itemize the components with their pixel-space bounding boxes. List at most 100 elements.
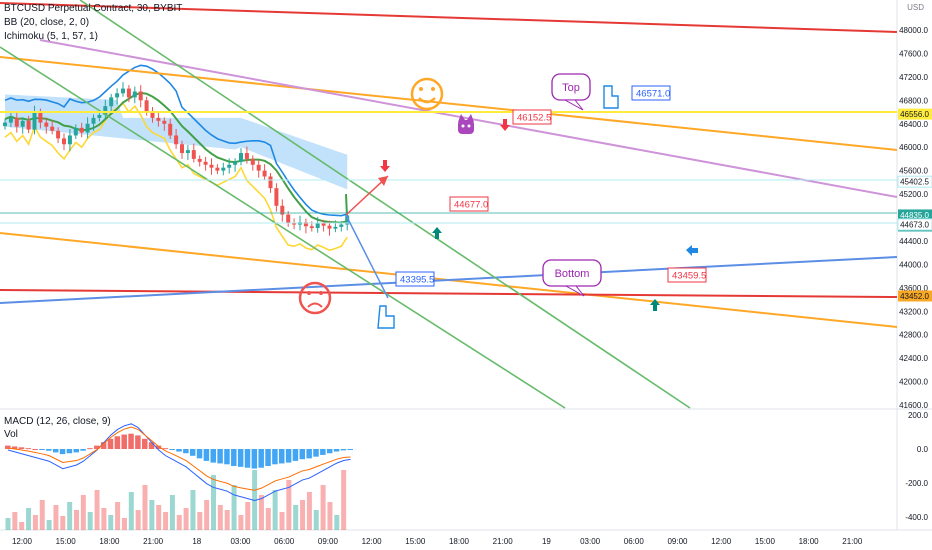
cat-icon	[458, 114, 474, 134]
trendlines-group	[0, 0, 898, 409]
macd-histogram-bar	[292, 449, 299, 461]
vol-legend[interactable]: Vol	[4, 429, 18, 440]
volume-bar	[169, 495, 175, 530]
macd-histogram-bar	[66, 449, 73, 454]
volume-bar	[128, 492, 134, 530]
candle-body	[109, 97, 114, 107]
bb-basis-line	[4, 91, 349, 224]
macd-histogram-bar	[340, 449, 347, 451]
candle-body	[203, 161, 208, 165]
price-label: 46571.0	[631, 85, 671, 101]
time-axis-tick: 18:00	[449, 537, 470, 546]
blue-rising-line	[0, 256, 898, 304]
green-channel-line-1	[79, 0, 691, 409]
price-axis-currency: USD	[907, 3, 924, 12]
macd-histogram-bar	[59, 449, 66, 455]
cat-ear	[458, 114, 465, 122]
projection-up-arrowhead	[378, 176, 388, 186]
volume-bar	[204, 500, 210, 530]
projection-up-line	[345, 175, 389, 216]
candle-body	[321, 223, 326, 226]
candle-body	[197, 158, 202, 162]
macd-histogram-bar	[196, 449, 203, 459]
price-axis-tick: 42000.0	[899, 378, 928, 387]
price-label-text: 46152.5	[517, 113, 551, 124]
price-axis-tick: 46000.0	[899, 143, 928, 152]
candle-body	[126, 88, 131, 98]
emoji-face	[298, 281, 332, 315]
candle-body	[339, 224, 344, 227]
candle-body	[121, 88, 125, 94]
price-axis-tick: 46400.0	[899, 120, 928, 129]
volume-bar	[334, 515, 340, 530]
volume-bar	[238, 515, 244, 530]
candle-body	[156, 117, 161, 121]
macd-histogram-bar	[183, 449, 189, 454]
cat-eye	[461, 124, 465, 128]
candle-body	[256, 164, 261, 171]
volume-bar	[80, 495, 86, 530]
price-axis-badge: 44673.0	[897, 218, 932, 231]
price-axis-tick: 46800.0	[899, 96, 928, 105]
macd-histogram-bar	[32, 449, 38, 450]
candle-body	[191, 150, 196, 159]
price-label: 43459.5	[667, 267, 707, 283]
macd-histogram-bar	[217, 449, 223, 464]
candle-body	[209, 164, 214, 168]
macd-histogram-bar	[299, 449, 306, 460]
symbol-legend[interactable]: BTCUSD Perpetual Contract, 30, BYBIT	[4, 3, 183, 14]
volume-bar	[176, 515, 182, 530]
macd-histogram-bar	[142, 438, 148, 449]
volume-bar	[60, 516, 66, 530]
volume-bar	[19, 522, 25, 530]
price-label-text: 43459.5	[672, 271, 706, 282]
cat-ear	[467, 114, 474, 122]
macd-histogram-bar	[306, 449, 312, 459]
candle-body	[85, 123, 90, 133]
time-axis-tick: 18:00	[99, 537, 120, 546]
volume-bar	[121, 518, 127, 530]
bb-legend[interactable]: BB (20, close, 2, 0)	[4, 17, 90, 28]
macd-histogram-bar	[347, 449, 353, 450]
emoji-mouth	[307, 302, 323, 308]
candle-body	[67, 135, 72, 145]
volume-bar	[217, 505, 223, 530]
candle-body	[3, 122, 7, 127]
callout-text: Bottom	[555, 268, 590, 280]
volume-bar	[163, 512, 169, 530]
time-axis-tick: 15:00	[56, 537, 77, 546]
volume-bar	[74, 510, 79, 530]
hand-shape	[377, 305, 395, 329]
price-label: 44677.0	[449, 196, 489, 212]
candle-body	[56, 130, 61, 139]
pointing-hand-icon	[377, 305, 395, 329]
ichimoku-legend[interactable]: Ichimoku (5, 1, 57, 1)	[4, 31, 98, 42]
emoji-eye	[431, 87, 435, 91]
price-axis-badge: 43452.0	[898, 290, 932, 302]
macd-axis-tick: -200.0	[905, 479, 928, 488]
macd-histogram-bar	[46, 449, 52, 451]
price-axis: USD48000.047600.047200.046800.046400.046…	[897, 3, 932, 410]
price-label-text: 43395.5	[400, 275, 434, 286]
macd-histogram-bar	[11, 446, 18, 449]
macd-histogram-bar	[107, 438, 114, 449]
price-axis-tick: 45200.0	[899, 190, 928, 199]
price-axis-tick: 43200.0	[899, 307, 928, 316]
arrow-head	[686, 245, 698, 256]
macd-histogram-bar	[5, 445, 11, 449]
price-axis-tick: 42800.0	[899, 331, 928, 340]
price-axis-tick: 41600.0	[899, 401, 928, 410]
macd-legend[interactable]: MACD (12, 26, close, 9)	[4, 416, 111, 427]
price-axis-tick: 43600.0	[899, 284, 928, 293]
macd-histogram-bar	[100, 442, 107, 449]
time-axis-tick: 06:00	[274, 537, 295, 546]
volume-bar	[39, 500, 45, 530]
green-up-arrow-icon	[432, 227, 442, 239]
arrow-head	[650, 299, 660, 305]
time-axis-tick: 12:00	[12, 537, 33, 546]
time-axis-tick: 03:00	[580, 537, 601, 546]
angry-emoji-icon	[298, 281, 332, 315]
macd-histogram-bar	[135, 435, 141, 449]
